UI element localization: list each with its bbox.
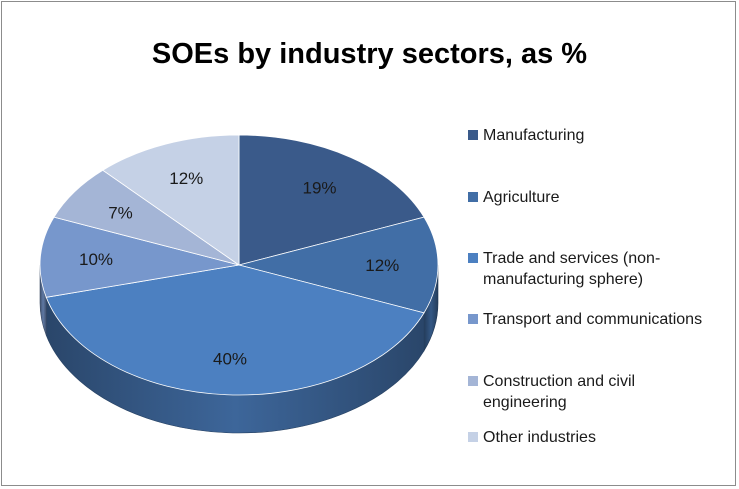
slice-label-agriculture: 12%: [365, 256, 399, 275]
pie-slice-manufacturing: [238, 134, 425, 266]
pie-slice-transport-and-communications: [39, 216, 240, 298]
slice-label-transport-and-communications: 10%: [79, 250, 113, 269]
pie-slice-other-industries: [102, 134, 240, 266]
legend-item-construction-and-civil-engineering: Construction and civil engineering: [468, 371, 683, 413]
slice-label-construction-and-civil-engineering: 7%: [108, 203, 133, 222]
legend-item-agriculture: Agriculture: [468, 187, 739, 208]
legend-item-other-industries: Other industries: [468, 427, 739, 448]
slice-labels: 19% 12% 40% 10% 7% 12%: [79, 169, 399, 368]
chart-title: SOEs by industry sectors, as %: [151, 38, 588, 70]
legend-swatch: [468, 130, 478, 140]
legend-item-trade-and-services-non-manufacturing-sphere: Trade and services (non-manufacturing sp…: [468, 248, 668, 290]
legend-swatch: [468, 192, 478, 202]
legend-swatch: [468, 376, 478, 386]
legend-label: Construction and civil engineering: [483, 373, 636, 411]
slice-label-other-industries: 12%: [169, 169, 203, 188]
legend-swatch: [468, 432, 478, 442]
pie-slices: [39, 134, 439, 396]
legend-label: Transport and communications: [483, 311, 703, 328]
legend-label: Other industries: [483, 429, 596, 446]
slice-label-trade-and-services-non-manufacturing-sphere: 40%: [213, 349, 247, 368]
legend-item-transport-and-communications: Transport and communications: [468, 309, 739, 330]
slice-label-manufacturing: 19%: [303, 179, 337, 198]
legend-label: Agriculture: [483, 189, 560, 206]
legend-label: Trade and services (non-manufacturing sp…: [483, 250, 661, 288]
pie-slice-agriculture: [237, 216, 439, 314]
legend-swatch: [468, 314, 478, 324]
legend-swatch: [468, 253, 478, 263]
pie-slice-trade-and-services-non-manufacturing-sphere: [45, 264, 425, 396]
legend-item-manufacturing: Manufacturing: [468, 125, 739, 146]
legend-label: Manufacturing: [483, 127, 585, 144]
